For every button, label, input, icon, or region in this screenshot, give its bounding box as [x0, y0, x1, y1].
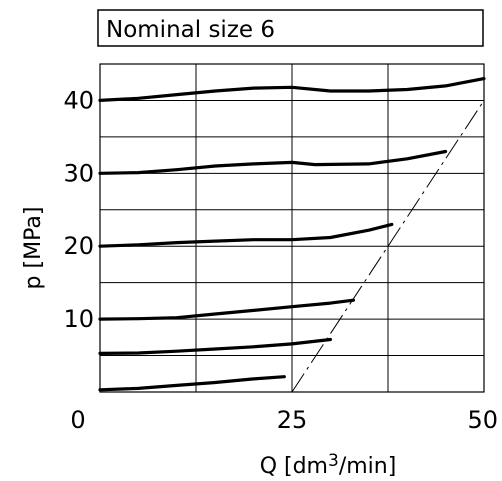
- series-line-6: [98, 76, 486, 103]
- limit-line: [291, 100, 485, 393]
- series-line-3: [98, 298, 355, 321]
- x-axis-label-main: Q [dm: [260, 454, 328, 479]
- y-tick-label: 30: [63, 159, 94, 187]
- limit-line-group: [291, 100, 485, 393]
- x-tick-label: 0: [70, 406, 85, 434]
- x-tick-label: 25: [277, 406, 308, 434]
- series-line-1: [98, 375, 286, 392]
- series-line-4: [98, 222, 394, 248]
- x-axis-label-tail: /min]: [339, 454, 396, 479]
- x-tick-labels: 0 25 50: [70, 406, 498, 434]
- y-tick-label: 10: [63, 305, 94, 333]
- title-box: [97, 9, 484, 47]
- x-tick-label: 50: [467, 406, 498, 434]
- x-axis-label-sup: 3: [328, 451, 339, 471]
- series-line-2: [98, 337, 332, 355]
- y-tick-labels: 10 20 30 40: [63, 86, 94, 333]
- grid: [99, 63, 485, 393]
- x-axis-label: Q [dm3/min]: [260, 451, 397, 479]
- y-tick-label: 20: [63, 232, 94, 260]
- y-axis-label: p [MPa]: [21, 207, 46, 290]
- series: [98, 76, 486, 392]
- y-tick-label: 40: [63, 86, 94, 114]
- chart-title: Nominal size 6: [106, 17, 275, 43]
- series-line-5: [98, 149, 448, 175]
